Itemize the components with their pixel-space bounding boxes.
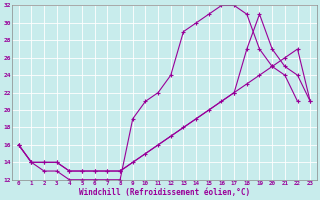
X-axis label: Windchill (Refroidissement éolien,°C): Windchill (Refroidissement éolien,°C) — [79, 188, 250, 197]
